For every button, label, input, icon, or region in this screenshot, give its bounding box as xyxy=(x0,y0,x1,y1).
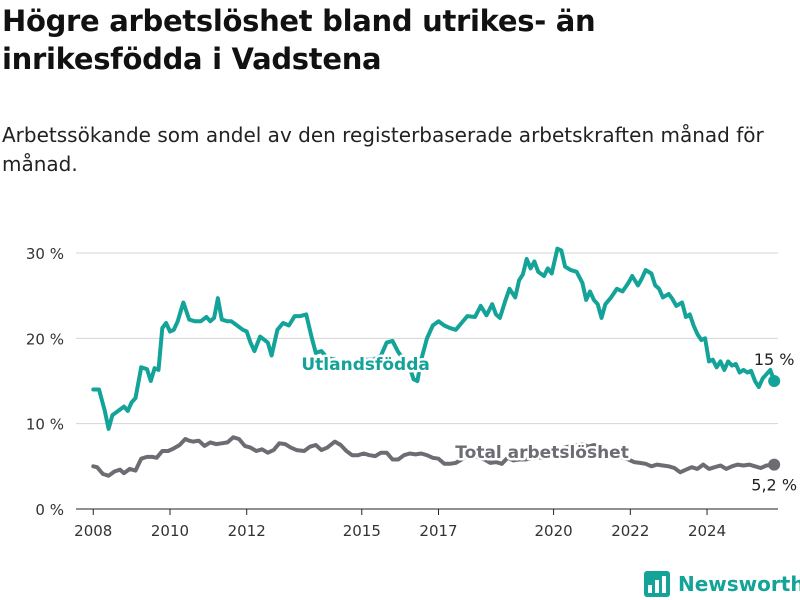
series-end-point-utlandsfodda xyxy=(768,375,781,387)
series-end-point-total xyxy=(768,458,781,471)
x-tick-label: 2022 xyxy=(611,522,649,540)
x-axis: 2008 2010 2012 2015 2017 2020 2022 2024 xyxy=(74,508,778,540)
y-tick-label: 0 % xyxy=(35,501,64,519)
x-tick-label: 2012 xyxy=(228,522,266,540)
brand-name: Newsworthy xyxy=(678,572,800,596)
series-label-utlandsfodda: Utlandsfödda xyxy=(301,355,430,375)
chart-subtitle: Arbetssökande som andel av den registerb… xyxy=(2,123,764,176)
bar-chart-logo-icon xyxy=(644,571,670,597)
x-tick-label: 2020 xyxy=(534,522,572,540)
x-tick-label: 2024 xyxy=(688,522,726,540)
series-lines xyxy=(91,246,781,478)
x-tick-label: 2017 xyxy=(419,522,457,540)
x-tick-label: 2010 xyxy=(151,522,189,540)
series-line-total xyxy=(91,435,777,478)
x-tick-label: 2008 xyxy=(74,522,112,540)
newsworthy-brand[interactable]: Newsworthy xyxy=(644,569,800,599)
x-tick-label: 2015 xyxy=(343,522,381,540)
series-label-total: Total arbetslöshet xyxy=(455,443,629,463)
y-tick-label: 10 % xyxy=(26,416,64,434)
y-tick-label: 30 % xyxy=(26,245,64,263)
end-value-label-utlandsfodda: 15 % xyxy=(754,350,795,369)
chart-title: Högre arbetslöshet bland utrikes- än inr… xyxy=(2,4,596,76)
series-line-utlandsfodda xyxy=(91,246,777,431)
y-tick-label: 20 % xyxy=(26,330,64,348)
line-chart: 0 % 10 % 20 % 30 % 2008 2010 2012 2015 2017 2020… xyxy=(26,245,797,540)
series-labels: Utlandsfödda Total arbetslöshet 15 % 5,2 % xyxy=(299,350,797,495)
y-axis-ticks: 0 % 10 % 20 % 30 % xyxy=(26,245,64,519)
end-value-label-total: 5,2 % xyxy=(751,476,797,495)
